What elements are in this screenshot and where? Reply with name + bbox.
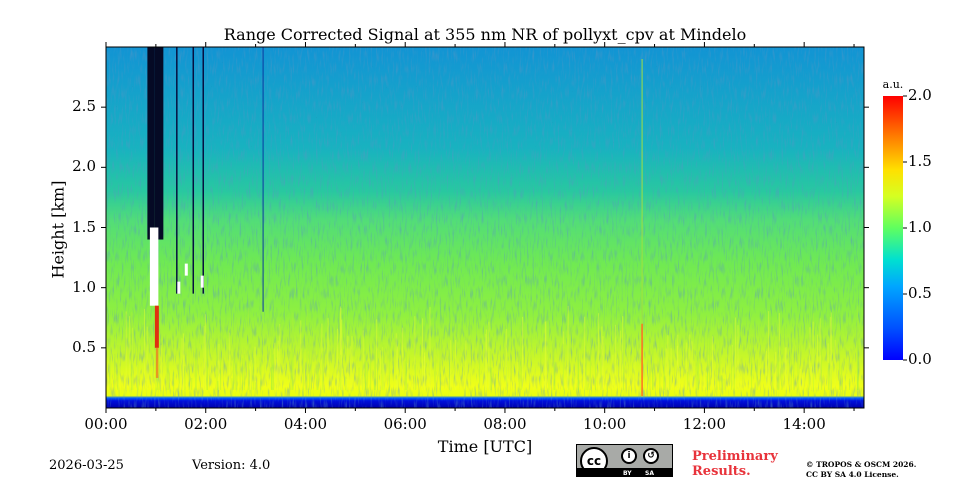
x-tick-label: 12:00: [682, 415, 727, 433]
colorbar-ticks: [903, 95, 907, 361]
colorbar-tick-label: 0.0: [908, 350, 932, 368]
chart-title: Range Corrected Signal at 355 nm NR of p…: [223, 25, 747, 44]
cloud-fragment: [200, 275, 204, 288]
heatmap-specks: [106, 47, 864, 167]
x-tick-label: 00:00: [84, 415, 128, 433]
colorbar: [883, 96, 903, 360]
colorbar-tick-label: 0.5: [908, 284, 932, 302]
y-tick-label: 2.0: [72, 157, 96, 176]
share-alike-icon: ↺: [643, 448, 659, 464]
x-tick-label: 08:00: [483, 415, 527, 433]
y-axis-ticks: [101, 106, 869, 349]
cc-by-label: BY: [623, 470, 632, 477]
y-tick-label: 1.0: [72, 277, 96, 296]
attenuated-column: [154, 47, 164, 240]
x-axis-label: Time [UTC]: [437, 437, 533, 456]
colorbar-unit-label: a.u.: [882, 78, 904, 91]
colorbar-tick-label: 1.5: [908, 152, 932, 170]
x-tick-label: 10:00: [583, 415, 627, 433]
y-tick-label: 0.5: [72, 337, 96, 356]
copyright-notice: © TROPOS & OSCM 2026. CC BY SA 4.0 Licen…: [806, 460, 916, 480]
x-tick-label: 06:00: [383, 415, 427, 433]
preliminary-line-1: Preliminary: [692, 449, 778, 464]
attribution-icon: i: [621, 448, 637, 464]
y-tick-label: 1.5: [72, 217, 96, 236]
footer-date: 2026-03-25: [49, 458, 124, 473]
x-axis-ticks: [105, 42, 855, 413]
cloud-fragment: [177, 281, 181, 294]
attenuated-column: [147, 47, 155, 240]
footer-version: Version: 4.0: [192, 458, 271, 473]
y-axis-label: Height [km]: [48, 180, 68, 279]
cc-by-sa-icon: cc i ↺ BY SA: [576, 444, 673, 477]
colorbar-tick-label: 1.0: [908, 218, 932, 236]
colorbar-tick-label: 2.0: [908, 86, 932, 104]
cc-sa-label: SA: [645, 470, 654, 477]
x-tick-label: 04:00: [283, 415, 328, 433]
x-tick-label: 02:00: [184, 415, 228, 433]
copyright-line-1: © TROPOS & OSCM 2026.: [806, 460, 917, 469]
preliminary-results-note: Preliminary Results.: [692, 449, 778, 479]
cloud-feature: [147, 47, 643, 396]
cloud-virga-tail: [155, 347, 159, 378]
preliminary-line-2: Results.: [692, 464, 751, 479]
x-tick-label: 14:00: [782, 415, 826, 433]
y-tick-label: 2.5: [72, 97, 96, 116]
cloud-fragment: [184, 263, 188, 276]
cloud-core: [149, 227, 159, 306]
copyright-line-2: CC BY SA 4.0 License.: [806, 470, 899, 479]
cloud-virga: [154, 305, 159, 348]
